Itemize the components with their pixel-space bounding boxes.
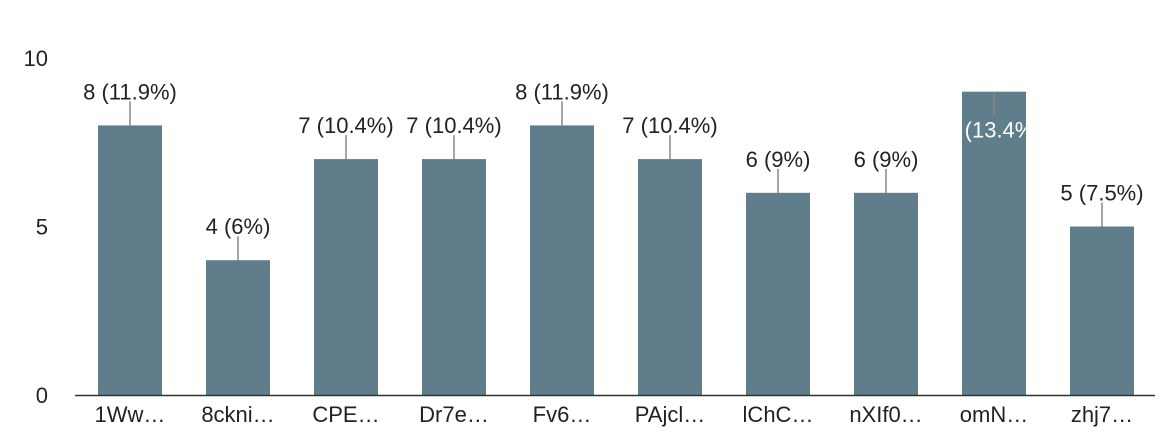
category-label: nXIf0… xyxy=(849,402,922,427)
category-label: CPE… xyxy=(312,402,379,427)
category-label: lChC… xyxy=(743,402,814,427)
data-label: 4 (6%) xyxy=(206,214,271,239)
y-tick-label: 0 xyxy=(36,383,48,408)
data-label: 9 (13.4%) xyxy=(946,118,1041,143)
bar xyxy=(638,159,702,395)
y-axis-ticks: 0 5 10 xyxy=(24,46,48,408)
bars xyxy=(98,91,1134,396)
category-label: omN… xyxy=(960,402,1028,427)
leader-lines xyxy=(129,91,1103,261)
bar xyxy=(530,125,594,396)
data-label: 5 (7.5%) xyxy=(1060,181,1143,206)
bar xyxy=(422,159,486,395)
category-label: 1Ww… xyxy=(95,402,166,427)
data-label: 7 (10.4%) xyxy=(622,113,717,138)
bar xyxy=(314,159,378,395)
data-label: 6 (9%) xyxy=(854,147,919,172)
bar xyxy=(98,125,162,396)
category-label: zhj7… xyxy=(1071,402,1133,427)
category-labels: 1Ww… 8ckni… CPE… Dr7e… Fv6… PAjcl… lChC… nXIf0…… xyxy=(95,402,1134,427)
category-label: PAjcl… xyxy=(635,402,706,427)
data-labels: 8 (11.9%) 4 (6%) 7 (10.4%) 7 (10.4%) 8 (11.9… xyxy=(83,79,1143,239)
data-label: 8 (11.9%) xyxy=(83,79,177,104)
bar xyxy=(206,260,270,395)
category-label: 8ckni… xyxy=(201,402,274,427)
bar xyxy=(962,91,1026,395)
y-tick-label: 10 xyxy=(24,46,48,71)
category-label: Fv6… xyxy=(533,402,592,427)
bar xyxy=(1070,226,1134,395)
data-label: 7 (10.4%) xyxy=(298,113,393,138)
data-label: 8 (11.9%) xyxy=(515,79,609,104)
y-tick-label: 5 xyxy=(36,215,48,240)
category-label: Dr7e… xyxy=(419,402,489,427)
data-label: 6 (9%) xyxy=(746,147,811,172)
data-label: 7 (10.4%) xyxy=(406,113,501,138)
bar xyxy=(854,192,918,395)
bar xyxy=(746,192,810,395)
